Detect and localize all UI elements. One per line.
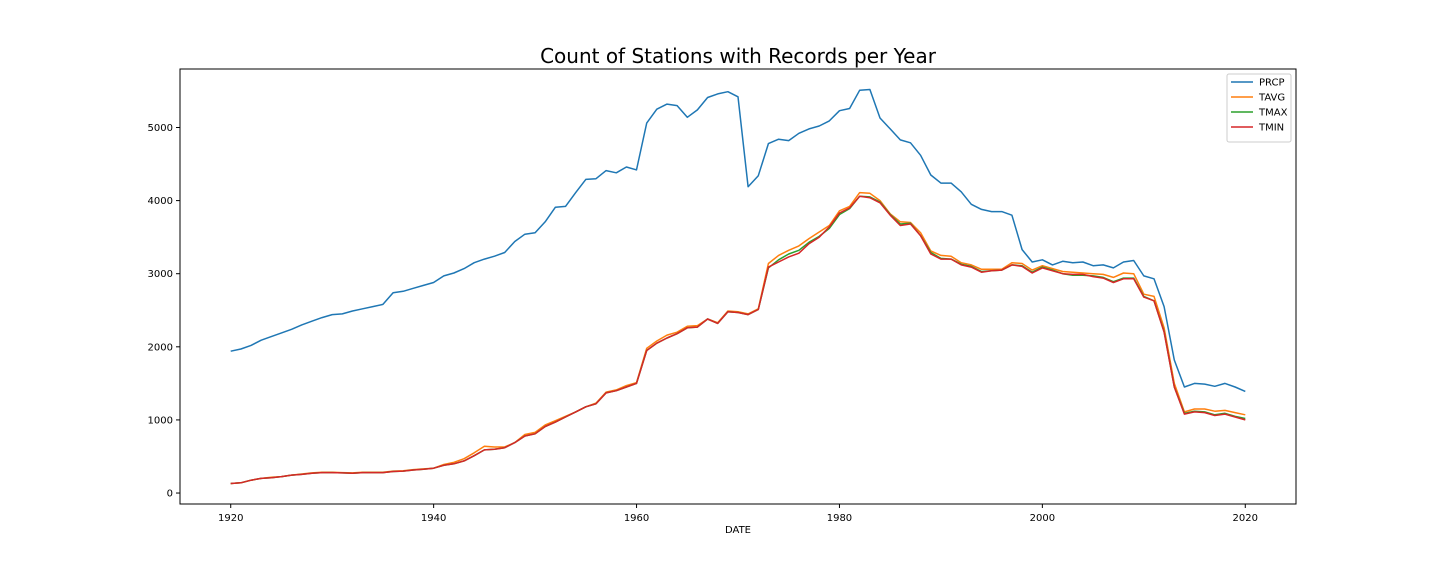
x-tick-label: 1980 [827, 513, 852, 524]
legend-label-prcp: PRCP [1259, 78, 1285, 89]
x-tick-label: 1960 [624, 513, 649, 524]
legend-label-tavg: TAVG [1258, 93, 1285, 104]
plot-area [179, 68, 1297, 505]
series-line-tmax [230, 195, 1246, 485]
y-tick-label: 5000 [148, 123, 173, 134]
y-tick-label: 4000 [148, 196, 173, 207]
x-axis-label: DATE [725, 525, 751, 536]
legend-box [1226, 73, 1292, 143]
series-line-tmin [230, 195, 1246, 485]
chart-title: Count of Stations with Records per Year [540, 44, 937, 68]
x-tick-label: 2020 [1233, 513, 1258, 524]
x-axis: 1920 1940 1960 1980 2000 2020 [218, 504, 1258, 524]
series-lines [230, 88, 1246, 485]
y-tick-label: 2000 [148, 342, 173, 353]
x-tick-label: 1920 [218, 513, 243, 524]
y-axis: 0 1000 2000 3000 4000 5000 [148, 123, 180, 500]
legend-label-tmax: TMAX [1258, 108, 1288, 119]
series-line-tavg [230, 191, 1246, 485]
x-tick-label: 2000 [1030, 513, 1055, 524]
legend-label-tmin: TMIN [1258, 123, 1284, 134]
x-tick-label: 1940 [421, 513, 446, 524]
y-tick-label: 0 [167, 489, 173, 500]
series-line-prcp [230, 88, 1246, 393]
y-tick-label: 1000 [148, 415, 173, 426]
y-tick-label: 3000 [148, 269, 173, 280]
legend: PRCP TAVG TMAX TMIN [1226, 73, 1292, 143]
